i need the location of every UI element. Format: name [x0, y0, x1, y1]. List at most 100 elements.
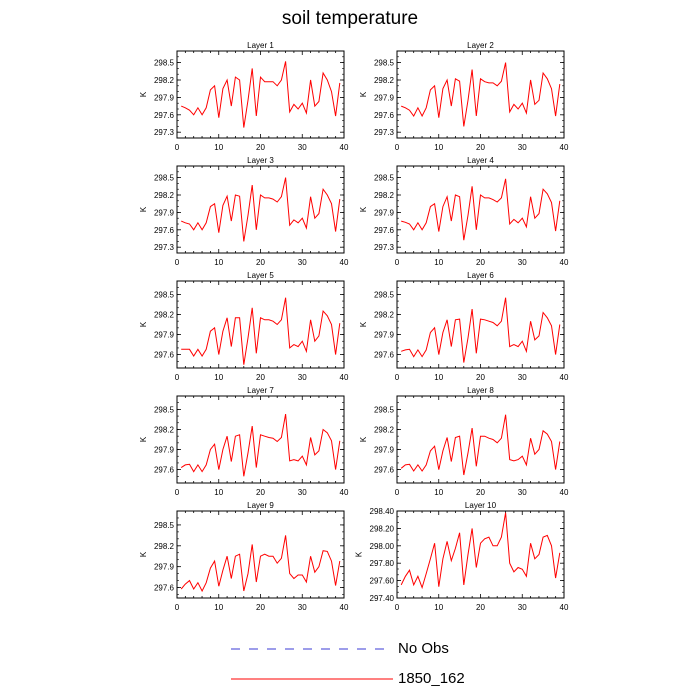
x-tick-label: 40: [340, 143, 349, 152]
x-tick-label: 10: [434, 143, 443, 152]
x-tick-label: 0: [175, 373, 180, 382]
x-tick-label: 30: [298, 603, 307, 612]
panel-layer-7: Layer 7 0 10 20 30 40 297.6 297.9 298.2 298.5 K: [139, 386, 349, 497]
x-tick-label: 20: [476, 373, 485, 382]
y-tick-label: 298.2: [374, 191, 395, 200]
x-tick-label: 20: [256, 258, 265, 267]
y-axis-label: K: [139, 206, 148, 212]
y-axis-label: K: [139, 551, 148, 557]
y-tick-label: 298.5: [374, 59, 395, 68]
series-line-1850_162: [401, 297, 561, 363]
x-tick-label: 20: [256, 143, 265, 152]
y-tick-label: 297.6: [154, 111, 175, 120]
x-tick-label: 10: [434, 603, 443, 612]
x-tick-label: 30: [518, 143, 527, 152]
x-tick-label: 0: [395, 258, 400, 267]
x-tick-label: 30: [518, 258, 527, 267]
y-tick-label: 297.80: [370, 559, 395, 568]
y-tick-label: 297.9: [374, 208, 395, 217]
x-tick-label: 30: [518, 603, 527, 612]
y-tick-label: 298.20: [370, 524, 395, 533]
panel-title: Layer 5: [247, 271, 274, 280]
y-tick-label: 297.60: [370, 577, 395, 586]
y-tick-label: 297.3: [374, 128, 395, 137]
y-tick-label: 298.5: [374, 174, 395, 183]
y-tick-label: 297.9: [154, 446, 175, 455]
panel-layer-1: Layer 1 0 10 20 30 40 297.3 297.6 297.9 298.2 298.…: [139, 41, 349, 152]
y-tick-label: 298.5: [374, 405, 395, 414]
series-line-1850_162: [180, 535, 341, 593]
y-tick-label: 298.2: [154, 191, 175, 200]
series-line-1850_162: [181, 177, 341, 242]
y-tick-label: 297.6: [374, 111, 395, 120]
y-tick-label: 298.2: [154, 76, 175, 85]
x-tick-label: 10: [434, 373, 443, 382]
y-tick-label: 297.6: [374, 226, 395, 235]
x-tick-label: 40: [560, 373, 569, 382]
x-tick-label: 10: [214, 373, 223, 382]
y-tick-label: 298.2: [374, 310, 395, 319]
y-tick-label: 297.9: [154, 563, 175, 572]
y-tick-label: 297.9: [154, 331, 175, 340]
x-tick-label: 40: [340, 488, 349, 497]
series-line-1850_162: [181, 297, 341, 365]
x-tick-label: 40: [560, 258, 569, 267]
y-tick-label: 297.9: [154, 93, 175, 102]
y-axis-label: K: [139, 91, 148, 97]
x-tick-label: 40: [340, 603, 349, 612]
chart-title: soil temperature: [281, 8, 419, 29]
series-line-1850_162: [401, 62, 561, 127]
x-tick-label: 40: [560, 488, 569, 497]
plot-frame: [176, 510, 345, 599]
x-tick-label: 40: [340, 373, 349, 382]
x-tick-label: 20: [256, 488, 265, 497]
x-tick-label: 30: [518, 373, 527, 382]
y-axis-label: K: [359, 91, 368, 97]
panel-layer-8: Layer 8 0 10 20 30 40 297.6 297.9 298.2 298.5 K: [359, 386, 569, 497]
y-tick-label: 298.2: [154, 425, 175, 434]
y-tick-label: 297.6: [154, 466, 175, 475]
x-tick-label: 10: [434, 258, 443, 267]
panel-layer-5: Layer 5 0 10 20 30 40 297.6 297.9 298.2 298.5 K: [139, 271, 349, 382]
panel-layer-2: Layer 2 0 10 20 30 40 297.3 297.6 297.9 298.2 298.…: [359, 41, 569, 152]
x-tick-label: 30: [518, 488, 527, 497]
legend-label-model: 1850_162: [398, 670, 465, 687]
series-line-1850_162: [400, 512, 561, 590]
panel-title: Layer 6: [467, 271, 494, 280]
x-tick-label: 0: [175, 143, 180, 152]
plot-frame: [176, 395, 345, 484]
x-tick-label: 0: [395, 603, 400, 612]
y-tick-label: 297.6: [154, 351, 175, 360]
y-axis-label: K: [139, 436, 148, 442]
x-tick-label: 0: [395, 143, 400, 152]
x-tick-label: 0: [175, 488, 180, 497]
x-tick-label: 30: [298, 258, 307, 267]
panel-layer-3: Layer 3 0 10 20 30 40 297.3 297.6 297.9 298.2 298.…: [139, 156, 349, 267]
y-tick-label: 298.00: [370, 542, 395, 551]
series-line-1850_162: [180, 414, 341, 477]
x-tick-label: 0: [395, 373, 400, 382]
panel-layer-10: Layer 10 0 10 20 30 40 297.40 297.60 297.80 298.0…: [354, 501, 569, 612]
y-tick-label: 297.9: [374, 446, 395, 455]
plot-frame: [396, 280, 565, 369]
panel-title: Layer 9: [247, 501, 274, 510]
x-tick-label: 20: [476, 258, 485, 267]
x-tick-label: 20: [256, 373, 265, 382]
y-axis-label: K: [359, 321, 368, 327]
plot-frame: [396, 165, 565, 254]
series-line-1850_162: [181, 61, 341, 128]
plot-frame: [176, 280, 345, 369]
x-tick-label: 10: [214, 143, 223, 152]
x-tick-label: 20: [476, 488, 485, 497]
x-tick-label: 10: [434, 488, 443, 497]
y-axis-label: K: [359, 206, 368, 212]
series-line-1850_162: [400, 414, 561, 476]
y-tick-label: 297.9: [374, 93, 395, 102]
panel-title: Layer 1: [247, 41, 274, 50]
x-tick-label: 10: [214, 488, 223, 497]
y-tick-label: 297.6: [374, 351, 395, 360]
x-tick-label: 20: [476, 143, 485, 152]
y-tick-label: 297.40: [370, 594, 395, 603]
x-tick-label: 40: [560, 143, 569, 152]
x-tick-label: 30: [298, 373, 307, 382]
